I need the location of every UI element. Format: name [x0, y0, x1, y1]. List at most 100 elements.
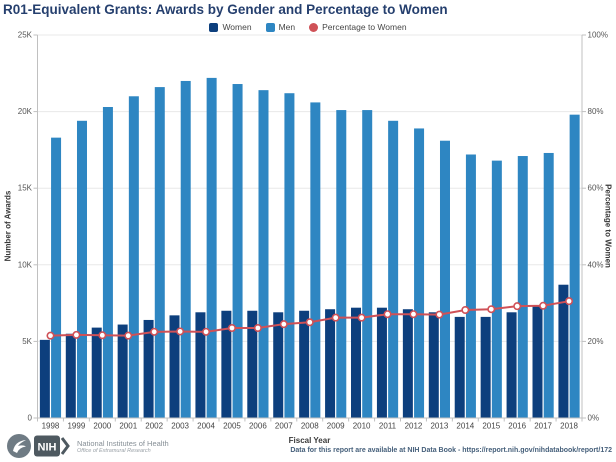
x-tick-label: 2001 [119, 422, 137, 431]
bar-women-2003[interactable] [169, 315, 180, 418]
marker-percentage-to-women-2018[interactable] [565, 297, 574, 306]
marker-percentage-to-women-2006[interactable] [253, 323, 262, 332]
bar-women-2011[interactable] [376, 307, 387, 418]
x-tick-label: 2005 [223, 422, 241, 431]
x-tick-label: 2015 [482, 422, 500, 431]
legend-item-women[interactable]: Women [209, 22, 252, 32]
x-tick-label: 2018 [560, 422, 578, 431]
x-tick-label: 2004 [197, 422, 215, 431]
x-tick-label: 1998 [42, 422, 60, 431]
y-tick-label-left: 25K [18, 31, 33, 40]
bar-women-2017[interactable] [532, 306, 543, 418]
bar-men-2003[interactable] [180, 80, 191, 419]
bar-men-2015[interactable] [491, 160, 502, 418]
legend-item-percentage-to-women[interactable]: Percentage to Women [309, 22, 407, 32]
x-tick-label: 2011 [379, 422, 397, 431]
bar-women-2006[interactable] [247, 310, 258, 418]
bar-women-2013[interactable] [428, 312, 439, 418]
x-tick-label: 2016 [508, 422, 526, 431]
marker-percentage-to-women-2011[interactable] [383, 310, 392, 319]
bar-men-2008[interactable] [310, 102, 321, 419]
bar-women-2010[interactable] [351, 307, 362, 418]
marker-percentage-to-women-2009[interactable] [331, 313, 340, 322]
x-tick-label: 2002 [145, 422, 163, 431]
nih-logo-graphic: NIH [7, 434, 70, 458]
legend-item-men[interactable]: Men [265, 22, 295, 32]
marker-percentage-to-women-2005[interactable] [227, 323, 236, 332]
bar-men-2007[interactable] [284, 93, 295, 418]
marker-percentage-to-women-2008[interactable] [305, 318, 314, 327]
marker-percentage-to-women-2010[interactable] [357, 313, 366, 322]
y-axis-title-right: Percentage to Women [603, 184, 613, 268]
x-tick-label: 2008 [301, 422, 319, 431]
y-tick-label-right: 20% [588, 337, 604, 346]
org-name: National Institutes of Health [77, 438, 169, 448]
marker-percentage-to-women-1999[interactable] [72, 330, 81, 339]
bar-women-2002[interactable] [143, 319, 154, 418]
bar-men-2014[interactable] [465, 154, 476, 418]
bar-women-2009[interactable] [325, 309, 336, 418]
bar-men-2012[interactable] [414, 128, 425, 418]
marker-percentage-to-women-2003[interactable] [176, 327, 185, 336]
y-tick-label-right: 60% [588, 184, 604, 193]
marker-percentage-to-women-2007[interactable] [279, 320, 288, 329]
y-axis-title-left: Number of Awards [3, 190, 13, 262]
marker-percentage-to-women-2004[interactable] [202, 327, 211, 336]
marker-percentage-to-women-2001[interactable] [124, 331, 133, 340]
bar-women-2008[interactable] [299, 310, 310, 418]
marker-percentage-to-women-2015[interactable] [487, 305, 496, 314]
bar-men-2005[interactable] [232, 84, 243, 419]
bar-men-2010[interactable] [362, 110, 373, 419]
y-tick-label-left: 10K [18, 260, 33, 269]
marker-percentage-to-women-2012[interactable] [409, 310, 418, 319]
bar-women-2016[interactable] [506, 312, 517, 418]
marker-percentage-to-women-2016[interactable] [513, 302, 522, 311]
marker-percentage-to-women-2017[interactable] [539, 301, 548, 310]
bar-men-2017[interactable] [543, 152, 554, 419]
y-tick-label-left: 0 [28, 414, 33, 423]
legend-label: Women [222, 22, 252, 32]
bar-women-2014[interactable] [454, 316, 465, 418]
marker-percentage-to-women-2013[interactable] [435, 310, 444, 319]
bar-women-2005[interactable] [221, 310, 232, 418]
y-tick-label-right: 100% [588, 31, 608, 40]
bar-women-2012[interactable] [402, 309, 413, 418]
chart-title: R01-Equivalent Grants: Awards by Gender … [3, 2, 448, 17]
nih-acronym: NIH [38, 442, 57, 454]
y-tick-label-right: 0% [588, 414, 600, 423]
bar-women-2004[interactable] [195, 312, 206, 418]
bar-women-1999[interactable] [65, 333, 76, 418]
bar-men-2016[interactable] [517, 156, 528, 418]
marker-percentage-to-women-2000[interactable] [98, 331, 107, 340]
x-tick-label: 1999 [67, 422, 85, 431]
bar-men-2018[interactable] [569, 114, 580, 418]
nih-chevron-icon [60, 437, 70, 455]
marker-percentage-to-women-2002[interactable] [150, 327, 159, 336]
bar-women-1998[interactable] [39, 339, 50, 418]
legend: Women Men Percentage to Women [0, 22, 616, 32]
bar-men-2001[interactable] [128, 96, 139, 418]
bar-men-2004[interactable] [206, 77, 217, 419]
bar-men-1999[interactable] [76, 120, 87, 419]
bar-men-2002[interactable] [154, 87, 165, 418]
x-axis-title: Fiscal Year [288, 436, 331, 445]
bar-women-2015[interactable] [480, 316, 491, 418]
bar-men-1998[interactable] [51, 137, 62, 419]
bar-men-2009[interactable] [336, 110, 347, 419]
bar-women-2018[interactable] [558, 284, 569, 418]
bar-women-2007[interactable] [273, 312, 284, 418]
legend-swatch-square-icon [209, 22, 219, 32]
org-subtitle: Office of Extramural Research [77, 447, 151, 454]
bar-women-2000[interactable] [91, 327, 102, 418]
bar-women-2001[interactable] [117, 324, 128, 418]
marker-percentage-to-women-1998[interactable] [46, 331, 55, 340]
org-text: National Institutes of Health Office of … [77, 439, 169, 454]
bar-men-2000[interactable] [102, 107, 113, 418]
marker-percentage-to-women-2014[interactable] [461, 305, 470, 314]
y-tick-label-left: 20K [18, 107, 33, 116]
bar-men-2013[interactable] [439, 140, 450, 418]
bar-men-2006[interactable] [258, 90, 269, 418]
x-tick-label: 2003 [171, 422, 189, 431]
legend-label: Percentage to Women [322, 22, 407, 32]
bar-men-2011[interactable] [388, 120, 399, 419]
